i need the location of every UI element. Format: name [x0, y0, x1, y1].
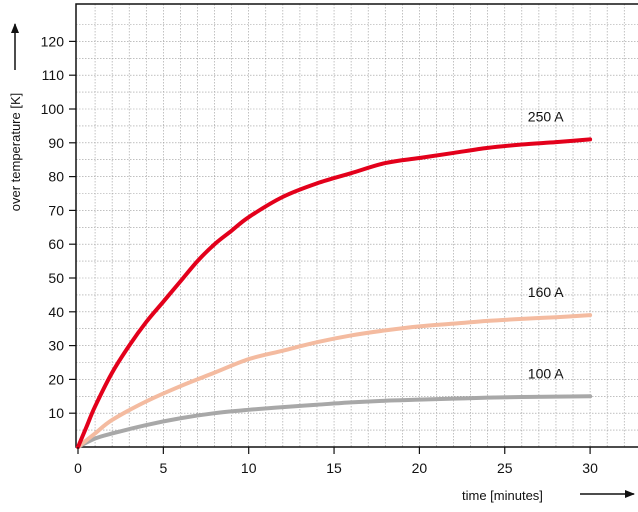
- series-line-250-a: [76, 137, 593, 449]
- y-tick-label: 70: [48, 202, 64, 218]
- x-tick-label: 25: [497, 460, 513, 476]
- x-tick-label: 20: [412, 460, 428, 476]
- plot-frame: [75, 3, 638, 448]
- x-axis-label: time [minutes]: [462, 488, 543, 503]
- series-label: 250 A: [528, 108, 564, 124]
- y-tick-label: 10: [48, 405, 64, 421]
- x-tick-label: 5: [159, 460, 167, 476]
- y-tick-label: 100: [41, 101, 65, 117]
- y-axis-label: over temperature [K]: [8, 93, 23, 212]
- series-line-160-a: [76, 313, 593, 449]
- y-tick-labels: 10 20 30 40 50 60 70 80 90 100 110 120: [41, 33, 76, 421]
- series-labels: 250 A 160 A 100 A: [528, 108, 564, 381]
- series-label: 100 A: [528, 365, 564, 381]
- y-tick-label: 30: [48, 338, 64, 354]
- series-group: [76, 137, 593, 449]
- x-tick-label: 15: [326, 460, 342, 476]
- y-tick-label: 80: [48, 169, 64, 185]
- x-tick-label: 30: [582, 460, 598, 476]
- x-tick-label: 0: [74, 460, 82, 476]
- y-tick-label: 20: [48, 371, 64, 387]
- y-tick-label: 120: [41, 33, 65, 49]
- y-tick-label: 50: [48, 270, 64, 286]
- y-tick-label: 110: [42, 67, 65, 83]
- y-tick-label: 60: [48, 236, 64, 252]
- y-tick-label: 40: [48, 304, 64, 320]
- series-label: 160 A: [528, 284, 564, 300]
- series-line-100-a: [76, 394, 593, 449]
- x-tick-labels: 0 5 10 15 20 25 30: [74, 447, 598, 476]
- x-tick-label: 10: [241, 460, 257, 476]
- y-tick-label: 90: [48, 135, 64, 151]
